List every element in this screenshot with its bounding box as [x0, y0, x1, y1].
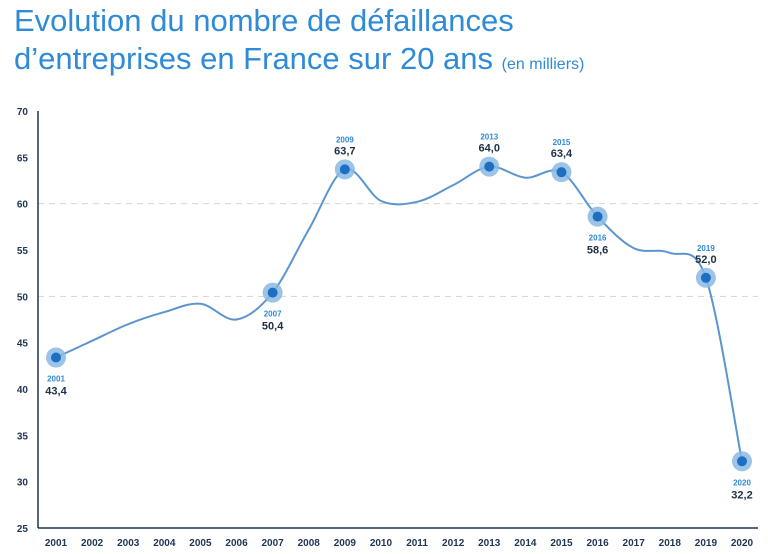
x-tick-label: 2009 — [334, 538, 357, 549]
data-label-year: 2001 — [47, 374, 65, 383]
data-point — [700, 272, 711, 283]
data-label-year: 2016 — [589, 234, 607, 243]
chart-title: Evolution du nombre de défaillances d’en… — [14, 2, 584, 84]
data-label-value: 43,4 — [45, 385, 67, 397]
data-label-value: 64,0 — [479, 143, 500, 155]
data-label-year: 2007 — [264, 310, 282, 319]
x-tick-label: 2008 — [298, 538, 321, 549]
x-tick-label: 2007 — [262, 538, 285, 549]
data-point — [267, 287, 278, 298]
y-tick-label: 40 — [17, 385, 29, 396]
y-tick-label: 50 — [17, 292, 29, 303]
x-tick-label: 2012 — [442, 538, 465, 549]
y-tick-label: 30 — [17, 478, 29, 489]
x-tick-label: 2010 — [370, 538, 393, 549]
data-label-value: 63,4 — [551, 148, 573, 160]
y-tick-label: 65 — [17, 153, 29, 164]
data-label-value: 50,4 — [262, 321, 284, 333]
data-point — [339, 164, 350, 175]
y-tick-label: 55 — [17, 246, 29, 257]
data-label-year: 2009 — [336, 135, 354, 144]
data-label-year: 2013 — [480, 133, 498, 142]
data-label-value: 32,2 — [731, 489, 752, 501]
x-tick-label: 2014 — [514, 538, 537, 549]
data-point — [556, 167, 567, 178]
x-tick-label: 2003 — [117, 538, 140, 549]
x-tick-label: 2005 — [189, 538, 212, 549]
x-tick-label: 2018 — [659, 538, 682, 549]
x-tick-label: 2011 — [406, 538, 428, 549]
y-tick-label: 60 — [17, 200, 29, 211]
x-tick-label: 2006 — [225, 538, 248, 549]
data-point — [484, 161, 495, 172]
title-unit: (en milliers) — [501, 56, 585, 73]
data-point — [592, 211, 603, 222]
x-tick-label: 2013 — [478, 538, 501, 549]
data-label-year: 2020 — [733, 478, 751, 487]
data-label-value: 63,7 — [334, 145, 355, 157]
data-point — [51, 352, 61, 363]
data-label-year: 2015 — [553, 138, 571, 147]
x-tick-label: 2015 — [550, 538, 573, 549]
x-tick-label: 2004 — [153, 538, 176, 549]
title-line-1: Evolution du nombre de défaillances — [14, 3, 514, 38]
y-tick-label: 25 — [17, 524, 29, 535]
title-line-2: d’entreprises en France sur 20 ans — [14, 41, 494, 76]
data-label-value: 52,0 — [695, 254, 716, 266]
x-tick-label: 2016 — [586, 538, 609, 549]
y-tick-label: 35 — [17, 431, 29, 442]
data-label-value: 58,6 — [587, 245, 608, 257]
y-tick-label: 70 — [17, 107, 29, 118]
data-point — [737, 456, 747, 467]
x-tick-label: 2001 — [45, 538, 68, 549]
data-label-year: 2019 — [697, 244, 715, 253]
x-tick-label: 2020 — [731, 538, 754, 549]
y-tick-label: 45 — [17, 339, 29, 350]
x-tick-label: 2019 — [695, 538, 718, 549]
series-line — [55, 165, 743, 462]
x-tick-label: 2002 — [81, 538, 104, 549]
x-tick-label: 2017 — [623, 538, 646, 549]
